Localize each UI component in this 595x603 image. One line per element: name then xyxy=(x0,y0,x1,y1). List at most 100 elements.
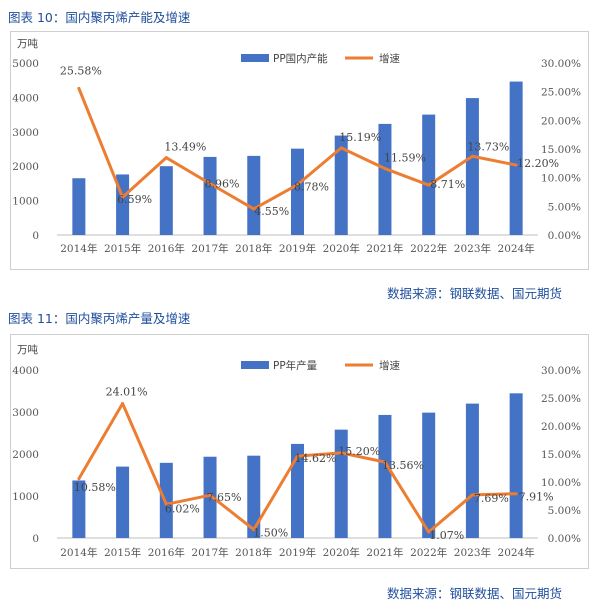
y-left-tick-label: 3000 xyxy=(12,127,39,139)
growth-rate-data-label: 25.58% xyxy=(60,64,102,77)
growth-rate-point xyxy=(208,493,212,497)
legend-line-label: 增速 xyxy=(379,359,400,372)
bar-2023年 xyxy=(465,98,479,235)
y-right-tick-label: 10.00% xyxy=(541,173,581,185)
y-right-tick-label: 5.00% xyxy=(548,201,581,213)
growth-rate-point xyxy=(252,207,256,211)
bar-2018年 xyxy=(247,455,261,538)
growth-rate-point xyxy=(164,502,168,506)
growth-rate-point xyxy=(383,167,387,171)
growth-rate-point xyxy=(427,183,431,187)
legend-line-label: 增速 xyxy=(379,52,400,65)
growth-rate-data-label: 4.55% xyxy=(254,205,289,218)
x-tick-label: 2018年 xyxy=(235,546,272,559)
chart1-source: 数据来源：钢联数据、国元期货 xyxy=(386,286,562,301)
bar-2016年 xyxy=(159,462,173,538)
y-right-tick-label: 20.00% xyxy=(541,115,581,127)
x-tick-label: 2022年 xyxy=(410,546,447,559)
y-right-tick-label: 0.00% xyxy=(548,230,581,242)
chart1-svg: 万吨 0 1000 2000 3000 4000 5000 0.00% 5.00% 10.00% 1… xyxy=(12,37,581,255)
bar-2014年 xyxy=(72,480,86,538)
growth-rate-data-label: 6.59% xyxy=(117,193,152,206)
growth-rate-data-label: 14.62% xyxy=(295,452,337,465)
bar-2021年 xyxy=(378,123,392,235)
bar-2022年 xyxy=(422,114,436,235)
bar-2021年 xyxy=(378,414,392,538)
y-right-tick-label: 0.00% xyxy=(548,533,581,545)
x-tick-label: 2022年 xyxy=(410,242,447,255)
growth-rate-point xyxy=(339,146,343,150)
growth-rate-data-label: 24.01% xyxy=(106,386,148,399)
x-tick-label: 2023年 xyxy=(454,242,491,255)
growth-rate-point xyxy=(121,402,125,406)
y-left-tick-label: 1000 xyxy=(12,491,39,503)
growth-rate-data-label: 7.69% xyxy=(474,492,509,505)
y-right-tick-label: 25.00% xyxy=(541,393,581,405)
bar-2024年 xyxy=(509,393,523,538)
growth-rate-data-label: 15.19% xyxy=(339,131,381,144)
y-right-tick-label: 20.00% xyxy=(541,421,581,433)
growth-rate-data-label: 1.07% xyxy=(429,529,464,542)
growth-rate-data-label: 8.78% xyxy=(294,181,329,194)
y-left-tick-label: 0 xyxy=(32,230,39,242)
bar-2020年 xyxy=(334,135,348,235)
growth-rate-point xyxy=(383,460,387,464)
growth-rate-point xyxy=(514,492,518,496)
bar-2015年 xyxy=(116,466,130,538)
x-tick-label: 2016年 xyxy=(148,546,185,559)
growth-rate-data-label: 7.65% xyxy=(207,491,242,504)
bar-2016年 xyxy=(159,166,173,235)
growth-rate-point xyxy=(77,86,81,90)
chart1-panel: 万吨 0 1000 2000 3000 4000 5000 0.00% 5.00% 10.00% 1… xyxy=(10,31,589,270)
y-left-tick-label: 4000 xyxy=(12,365,39,377)
x-tick-label: 2015年 xyxy=(104,242,141,255)
legend-bar-label: PP年产量 xyxy=(273,359,318,372)
y-left-tick-label: 4000 xyxy=(12,92,39,104)
growth-rate-data-label: 11.59% xyxy=(384,152,426,165)
x-tick-label: 2017年 xyxy=(191,242,228,255)
x-tick-label: 2014年 xyxy=(60,242,97,255)
y-right-tick-label: 15.00% xyxy=(541,144,581,156)
growth-rate-point xyxy=(121,195,125,199)
growth-rate-data-label: 6.02% xyxy=(165,502,200,515)
growth-rate-data-label: 10.58% xyxy=(74,481,116,494)
x-tick-label: 2021年 xyxy=(366,546,403,559)
x-tick-label: 2019年 xyxy=(279,546,316,559)
y-left-tick-label: 5000 xyxy=(12,58,39,70)
bar-2022年 xyxy=(422,412,436,538)
bar-2017年 xyxy=(203,156,217,235)
growth-rate-data-label: 7.91% xyxy=(519,491,554,504)
y-left-tick-label: 0 xyxy=(32,533,39,545)
growth-rate-point xyxy=(296,454,299,458)
y-left-tick-label: 2000 xyxy=(12,161,39,173)
growth-rate-data-label: 15.20% xyxy=(338,445,380,458)
growth-rate-data-label: 13.49% xyxy=(164,141,206,154)
y-right-tick-label: 10.00% xyxy=(541,477,581,489)
x-tick-label: 2014年 xyxy=(60,546,97,559)
chart2-svg: 万吨 0 1000 2000 3000 4000 0.00% 5.00% 10.00% 15.00… xyxy=(12,343,581,559)
growth-rate-point xyxy=(427,530,431,534)
y-right-tick-label: 25.00% xyxy=(541,87,581,99)
legend-bar-label: PP国内产能 xyxy=(273,52,328,65)
chart2-panel: 万吨 0 1000 2000 3000 4000 0.00% 5.00% 10.00% 15.00… xyxy=(10,334,589,569)
growth-rate-point xyxy=(514,163,518,167)
growth-rate-point xyxy=(296,183,299,187)
y-left-tick-label: 2000 xyxy=(12,449,39,461)
x-tick-label: 2023年 xyxy=(454,546,491,559)
y-axis-unit-label: 万吨 xyxy=(17,343,38,356)
growth-rate-data-label: 8.96% xyxy=(205,178,240,191)
x-tick-label: 2019年 xyxy=(279,242,316,255)
bar-2019年 xyxy=(291,148,304,235)
growth-rate-data-label: 12.20% xyxy=(517,157,559,170)
growth-rate-point xyxy=(77,477,81,481)
x-tick-label: 2020年 xyxy=(323,546,360,559)
x-tick-label: 2024年 xyxy=(498,546,535,559)
chart2-source: 数据来源：钢联数据、国元期货 xyxy=(386,586,562,601)
x-tick-label: 2021年 xyxy=(366,242,403,255)
growth-rate-point xyxy=(470,154,474,158)
growth-rate-point xyxy=(252,528,256,532)
chart2-title: 图表 11：国内聚丙烯产量及增速 xyxy=(8,311,191,326)
y-left-tick-label: 3000 xyxy=(12,407,39,419)
growth-rate-data-label: 13.56% xyxy=(382,459,424,472)
y-left-tick-label: 1000 xyxy=(12,196,39,208)
